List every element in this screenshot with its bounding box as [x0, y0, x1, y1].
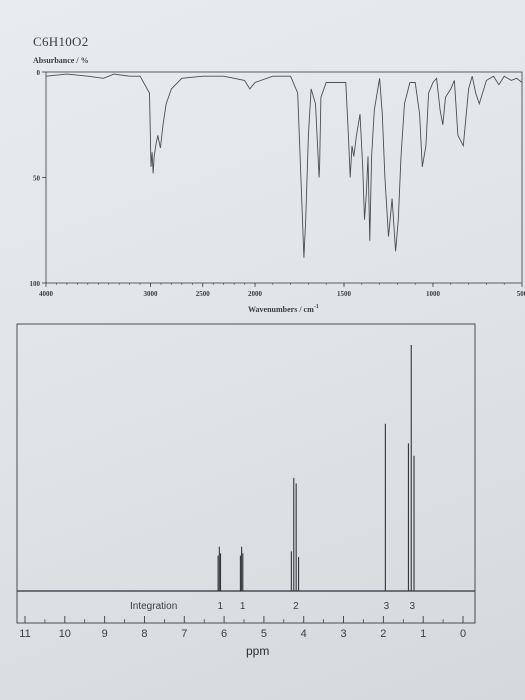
nmr-x-axis-title: ppm: [246, 644, 269, 658]
ir-x-tick-label: 1000: [426, 290, 441, 298]
nmr-x-tick-label: 8: [141, 628, 147, 640]
nmr-x-tick-label: 11: [19, 628, 30, 640]
nmr-plot-frame: [16, 323, 476, 624]
ir-y-tick-label: 100: [30, 280, 41, 288]
integration-value: 1: [218, 601, 224, 612]
ir-x-tick-label: 1500: [337, 290, 352, 298]
ir-x-tick-label: 500: [517, 290, 525, 298]
ir-x-tick-label: 2500: [196, 290, 211, 298]
ir-y-axis-title: Absurbance / %: [33, 56, 89, 65]
nmr-x-tick-label: 9: [102, 628, 108, 640]
molecular-formula: C6H10O2: [33, 34, 89, 49]
nmr-x-tick-label: 0: [460, 628, 466, 640]
integration-value: 1: [240, 601, 246, 612]
integration-label: Integration: [130, 601, 177, 612]
ir-y-tick-label: 50: [33, 175, 41, 183]
ir-x-tick-label: 4000: [39, 290, 54, 298]
integration-value: 3: [384, 601, 390, 612]
nmr-x-tick-label: 6: [221, 628, 227, 640]
nmr-x-tick-label: 4: [301, 628, 307, 640]
nmr-x-tick-label: 1: [420, 628, 426, 640]
ir-x-axis-title: Wavenumbers / cm-1: [248, 304, 319, 314]
nmr-x-tick-label: 2: [380, 628, 386, 640]
nmr-x-tick-label: 10: [59, 628, 71, 640]
ir-x-tick-label: 3000: [144, 290, 159, 298]
integration-value: 3: [409, 601, 415, 612]
ir-y-tick-label: 0: [37, 69, 41, 77]
nmr-x-tick-label: 7: [181, 628, 187, 640]
nmr-x-tick-label: 3: [340, 628, 346, 640]
nmr-x-tick-label: 5: [261, 628, 267, 640]
ir-spectrum-line: [45, 73, 523, 258]
ir-x-tick-label: 2000: [248, 290, 263, 298]
integration-value: 2: [293, 601, 299, 612]
